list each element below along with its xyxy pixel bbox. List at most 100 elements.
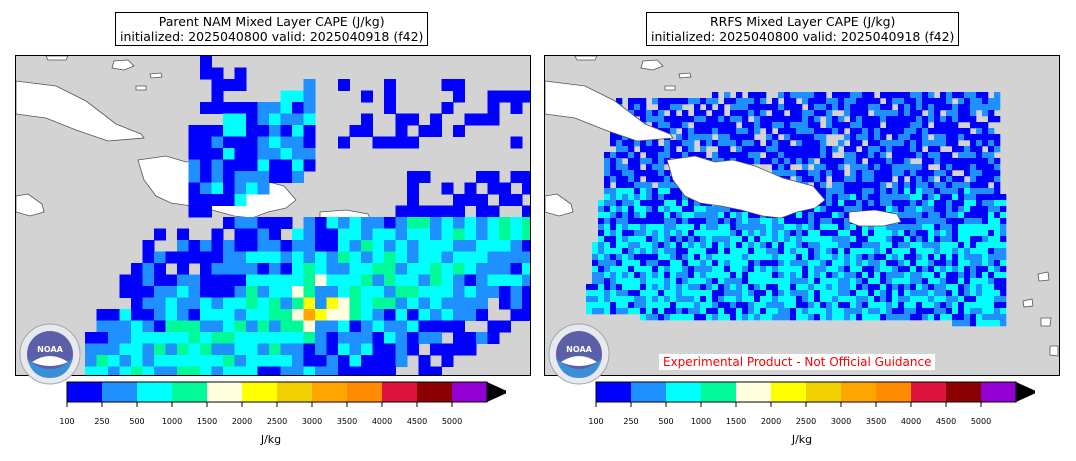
- cape-cell: [430, 251, 442, 264]
- cape-cell: [676, 194, 683, 201]
- cape-cell: [916, 290, 923, 297]
- cape-cell: [718, 308, 725, 315]
- cape-cell: [772, 314, 779, 321]
- cape-cell: [646, 254, 653, 261]
- cape-cell: [814, 128, 821, 135]
- cape-cell: [754, 128, 761, 135]
- cape-cell: [958, 278, 965, 285]
- cape-cell: [826, 248, 833, 255]
- cape-cell: [880, 284, 887, 291]
- cape-cell: [604, 254, 611, 261]
- cape-cell: [796, 134, 803, 141]
- cape-cell: [778, 158, 785, 165]
- cape-cell: [922, 218, 929, 225]
- cape-cell: [736, 230, 743, 237]
- cape-cell: [234, 79, 247, 91]
- cape-cell: [880, 236, 887, 243]
- cape-cell: [940, 212, 947, 219]
- cape-cell: [970, 140, 977, 147]
- cape-cell: [874, 290, 881, 297]
- cape-cell: [832, 308, 839, 315]
- cape-cell: [510, 263, 523, 275]
- cape-cell: [904, 242, 911, 249]
- cape-cell: [188, 240, 201, 252]
- cape-cell: [988, 260, 995, 267]
- cape-cell: [898, 224, 905, 231]
- colorbar-svg: [595, 381, 1035, 407]
- cape-cell: [246, 286, 258, 298]
- cape-cell: [964, 98, 971, 105]
- cape-cell: [904, 308, 911, 315]
- cape-cell: [844, 188, 851, 195]
- cape-cell: [790, 128, 797, 135]
- cape-cell: [922, 230, 929, 237]
- cape-cell: [820, 212, 827, 219]
- cape-cell: [766, 146, 773, 153]
- cape-cell: [712, 242, 719, 249]
- cape-cell: [916, 146, 923, 153]
- cape-cell: [886, 266, 893, 273]
- cape-cell: [748, 260, 755, 267]
- cape-cell: [211, 251, 224, 264]
- cape-cell: [188, 297, 201, 310]
- cape-cell: [820, 266, 827, 273]
- cape-cell: [694, 278, 701, 285]
- cape-cell: [604, 284, 611, 291]
- cape-cell: [407, 309, 419, 321]
- cape-cell: [886, 146, 893, 153]
- cape-cell: [361, 355, 373, 367]
- cape-cell: [742, 266, 749, 273]
- cape-cell: [718, 218, 725, 225]
- cape-cell: [892, 272, 899, 279]
- cape-cell: [628, 242, 635, 249]
- cape-cell: [754, 308, 761, 315]
- cape-cell: [802, 278, 809, 285]
- cape-cell: [652, 242, 659, 249]
- cape-cell: [730, 104, 737, 111]
- cape-cell: [832, 200, 839, 207]
- cape-cell: [658, 272, 665, 279]
- cape-cell: [634, 164, 641, 171]
- cape-cell: [736, 128, 743, 135]
- cape-cell: [407, 205, 419, 218]
- cape-cell: [640, 110, 647, 117]
- cape-cell: [910, 128, 917, 135]
- cape-cell: [246, 366, 258, 375]
- cape-cell: [688, 200, 695, 207]
- cape-cell: [622, 230, 629, 237]
- cape-cell: [1000, 290, 1007, 297]
- cape-cell: [372, 251, 385, 264]
- cape-cell: [892, 308, 899, 315]
- cape-cell: [880, 116, 887, 123]
- cape-cell: [234, 159, 247, 172]
- cape-cell: [874, 230, 881, 237]
- cape-cell: [664, 128, 671, 135]
- cape-cell: [664, 302, 671, 309]
- cape-cell: [820, 248, 827, 255]
- cape-cell: [682, 122, 689, 129]
- cape-cell: [694, 302, 701, 309]
- cape-cell: [880, 266, 887, 273]
- cape-cell: [832, 188, 839, 195]
- cape-cell: [700, 230, 707, 237]
- cape-cell: [754, 314, 761, 321]
- cape-cell: [844, 218, 851, 225]
- cape-cell: [407, 332, 419, 344]
- cape-cell: [928, 308, 935, 315]
- cape-cell: [748, 158, 755, 165]
- cape-cell: [592, 296, 599, 303]
- cape-cell: [982, 134, 989, 141]
- cape-cell: [142, 332, 155, 344]
- cape-cell: [784, 302, 791, 309]
- cape-cell: [988, 176, 995, 183]
- cape-cell: [988, 218, 995, 225]
- cape-cell: [142, 309, 155, 321]
- cape-cell: [303, 136, 316, 149]
- cape-cell: [856, 296, 863, 303]
- cape-cell: [670, 116, 677, 123]
- cape-cell: [610, 278, 617, 285]
- cape-cell: [730, 254, 737, 261]
- cape-cell: [892, 116, 899, 123]
- cape-cell: [898, 170, 905, 177]
- cape-cell: [928, 230, 935, 237]
